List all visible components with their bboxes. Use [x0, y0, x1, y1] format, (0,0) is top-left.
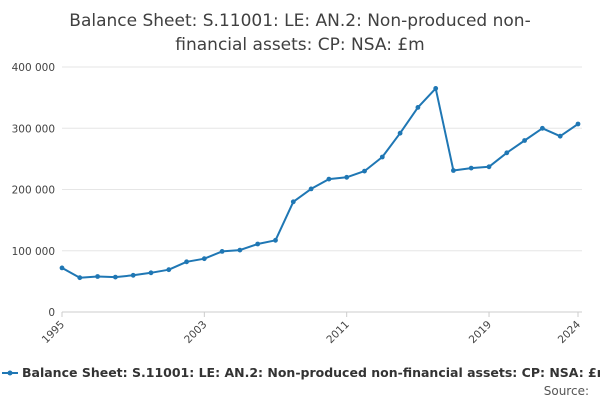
- data-point[interactable]: [255, 241, 261, 247]
- chart-title-line-2: financial assets: CP: NSA: £m: [175, 35, 424, 55]
- data-point[interactable]: [468, 165, 474, 171]
- data-point[interactable]: [166, 267, 172, 273]
- y-tick-label: 0: [48, 307, 55, 319]
- source-label: Source:: [544, 384, 589, 398]
- y-tick-label: 200 000: [12, 185, 55, 197]
- y-tick-label: 400 000: [12, 62, 55, 74]
- data-point[interactable]: [184, 259, 190, 265]
- data-point[interactable]: [344, 174, 350, 180]
- data-point[interactable]: [290, 199, 296, 205]
- data-point[interactable]: [219, 249, 225, 254]
- data-point[interactable]: [397, 130, 403, 136]
- chart-title: Balance Sheet: S.11001: LE: AN.2: Non-pr…: [69, 11, 530, 55]
- x-tick-label: 2019: [467, 319, 494, 346]
- data-point[interactable]: [451, 168, 456, 173]
- chart-title-line-1: Balance Sheet: S.11001: LE: AN.2: Non-pr…: [69, 11, 530, 31]
- data-point[interactable]: [308, 186, 314, 192]
- data-point[interactable]: [522, 138, 527, 143]
- data-point[interactable]: [326, 176, 332, 182]
- data-point[interactable]: [95, 274, 100, 279]
- data-point[interactable]: [130, 272, 136, 278]
- x-tick-label: 2011: [324, 319, 351, 346]
- data-point[interactable]: [557, 133, 563, 139]
- data-point[interactable]: [362, 168, 367, 174]
- legend-marker-swatch: [7, 370, 13, 376]
- x-tick-label: 2003: [182, 319, 209, 346]
- data-point[interactable]: [201, 256, 207, 262]
- series-path: [61, 87, 579, 279]
- legend-label: Balance Sheet: S.11001: LE: AN.2: Non-pr…: [22, 365, 600, 380]
- data-point[interactable]: [433, 86, 439, 91]
- series-line: [59, 86, 581, 281]
- x-tick-label: 1995: [40, 319, 67, 346]
- legend[interactable]: Balance Sheet: S.11001: LE: AN.2: Non-pr…: [2, 365, 600, 380]
- data-point[interactable]: [148, 270, 154, 276]
- y-tick-label: 100 000: [12, 246, 55, 258]
- data-point[interactable]: [540, 125, 545, 131]
- data-point[interactable]: [575, 121, 581, 127]
- x-axis-tick-labels: 1995 2003 2011 2019 2024: [40, 312, 584, 346]
- y-axis: 0 100 000 200 000 300 000 400 000: [12, 62, 55, 319]
- y-tick-label: 300 000: [12, 123, 55, 135]
- data-point[interactable]: [273, 237, 278, 243]
- data-point[interactable]: [415, 105, 421, 110]
- y-gridlines: [62, 66, 582, 252]
- data-point[interactable]: [237, 247, 243, 253]
- data-point[interactable]: [77, 275, 83, 281]
- data-point[interactable]: [486, 164, 492, 170]
- data-point[interactable]: [113, 274, 118, 280]
- data-point[interactable]: [379, 154, 385, 160]
- x-tick-label: 2024: [556, 318, 584, 346]
- data-point[interactable]: [59, 265, 65, 271]
- data-point[interactable]: [504, 150, 510, 156]
